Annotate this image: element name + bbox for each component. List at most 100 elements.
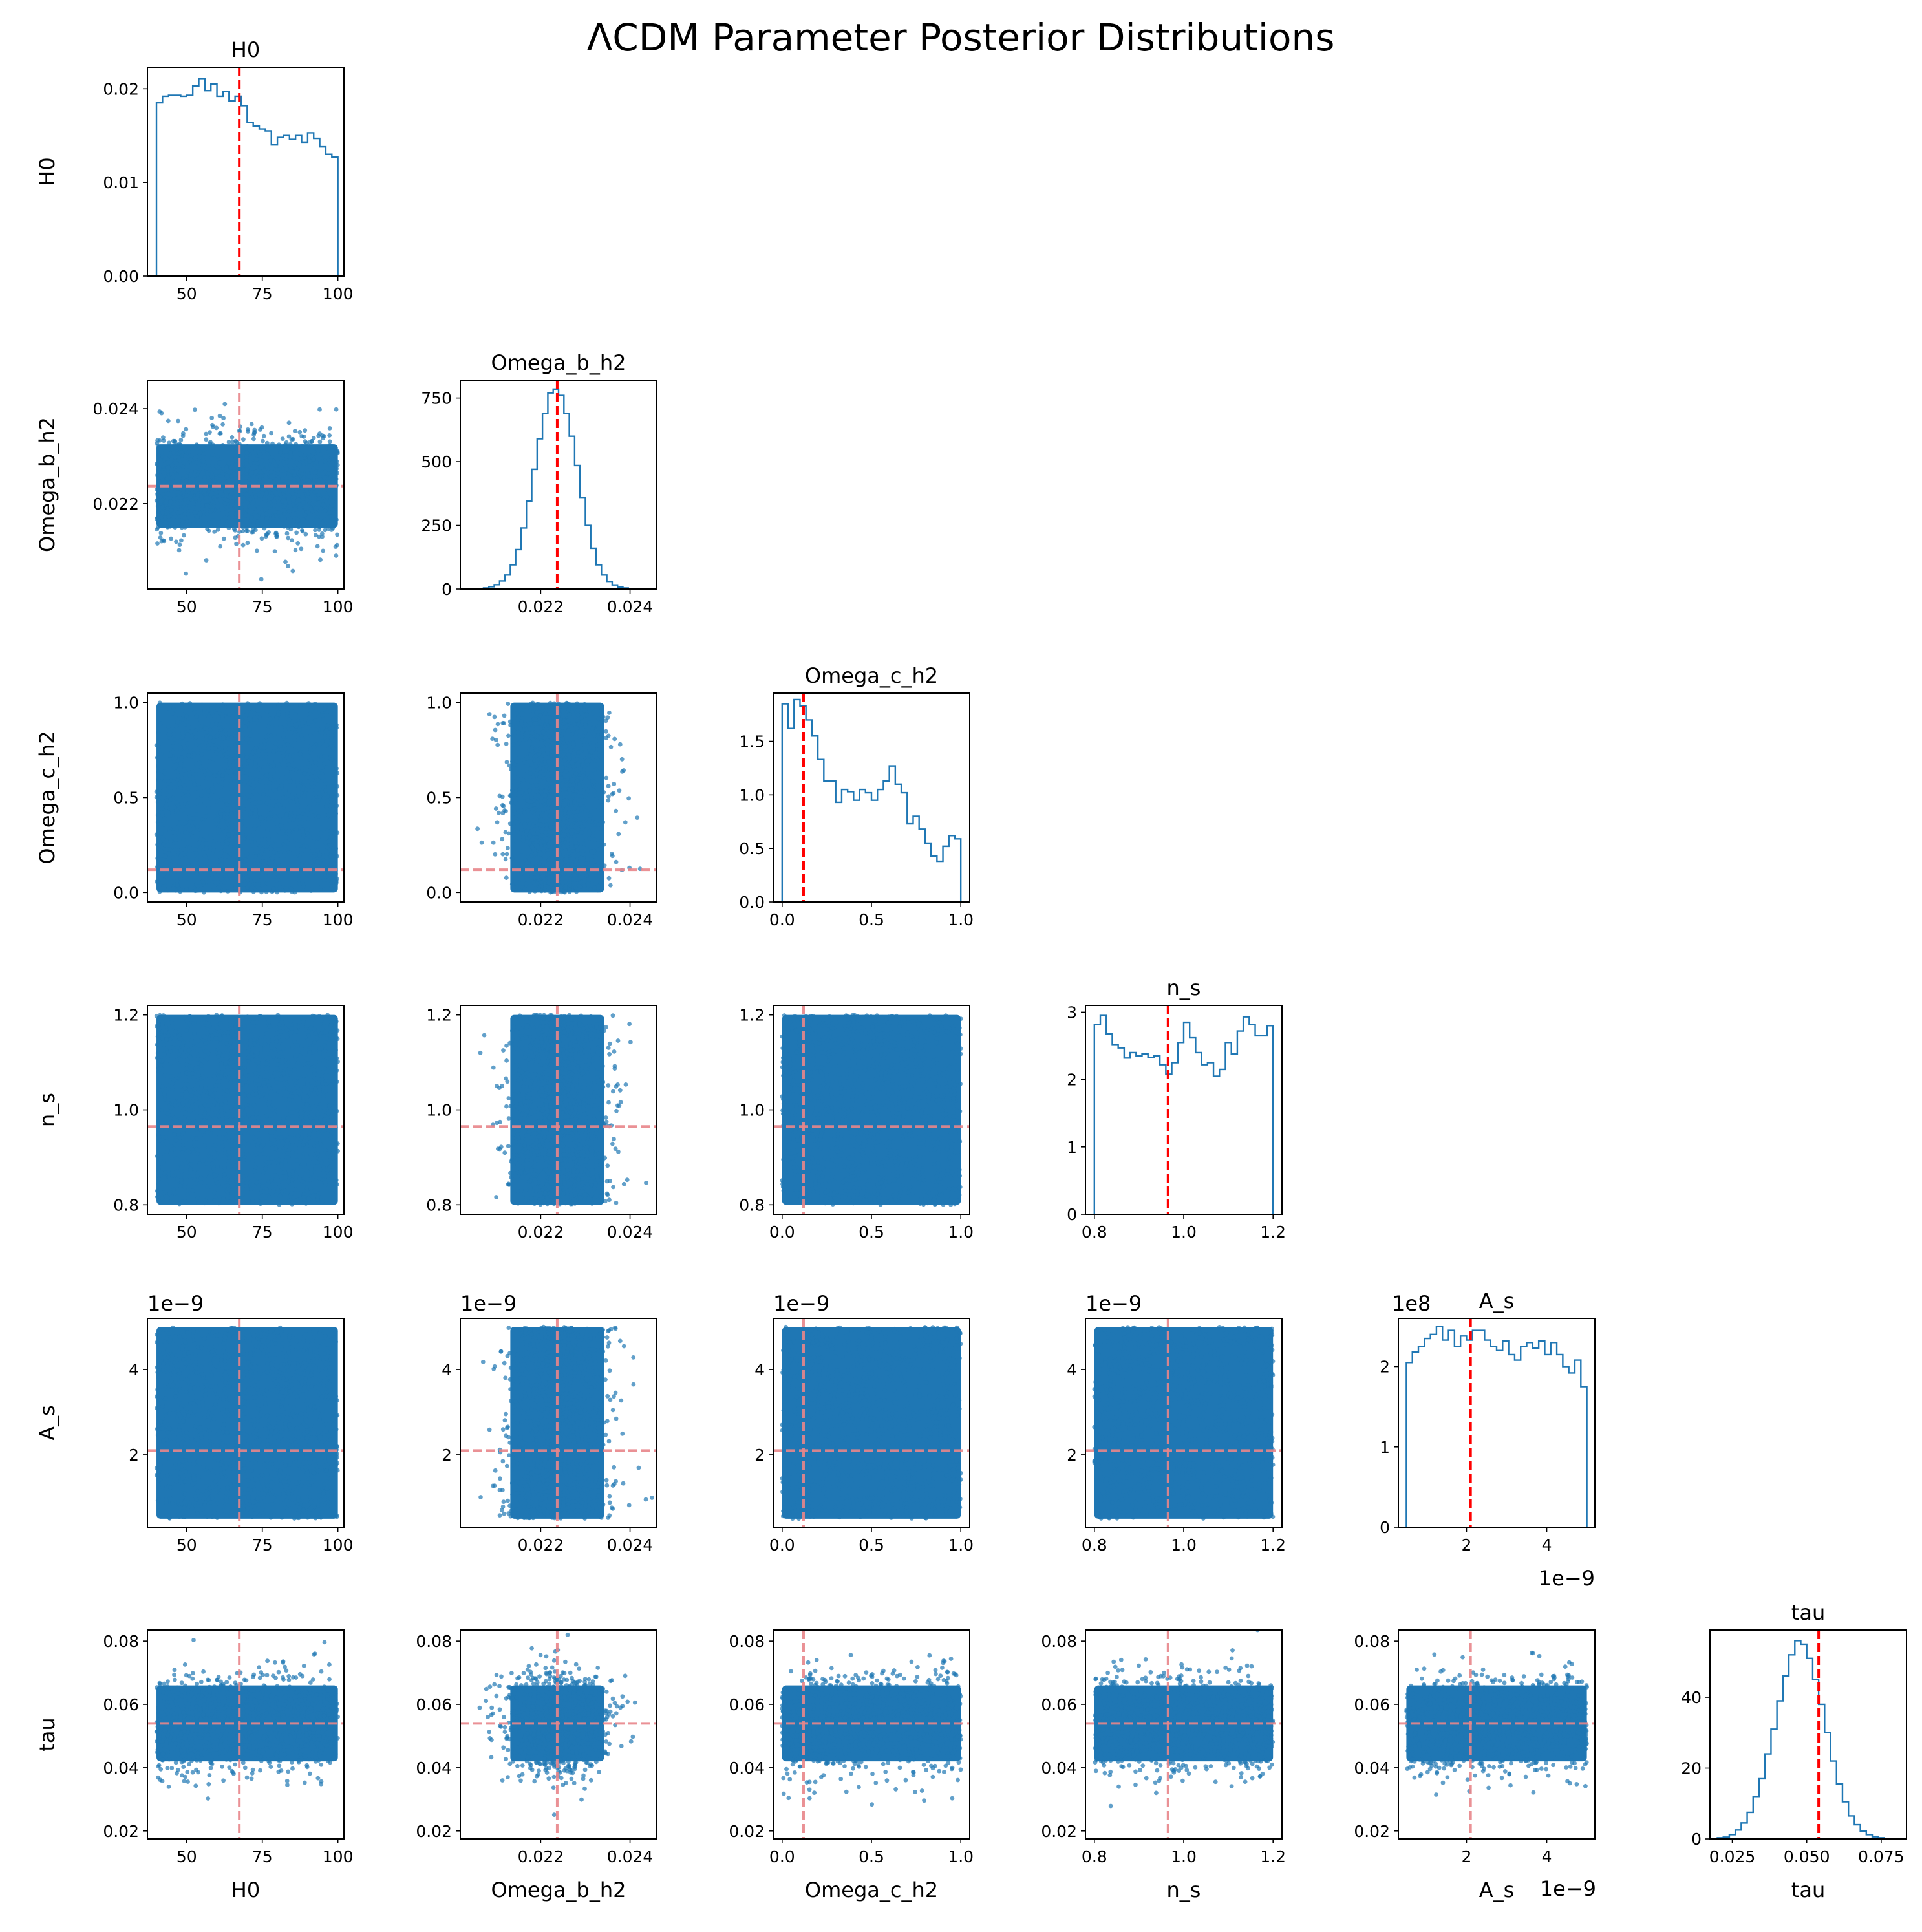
scatter-point	[270, 841, 275, 845]
panel-title-omega-c-h2: Omega_c_h2	[805, 663, 938, 688]
scatter-point	[249, 737, 254, 742]
scatter-point	[529, 795, 534, 800]
scatter-point	[324, 816, 329, 821]
scatter-point	[250, 1139, 255, 1144]
scatter-point	[294, 1175, 299, 1179]
scatter-point	[297, 493, 302, 498]
scatter-point	[244, 475, 249, 480]
scatter-point	[319, 731, 325, 735]
scatter-point	[559, 859, 564, 864]
scatter-point	[550, 889, 555, 894]
scatter-point	[281, 1116, 286, 1121]
scatter-point	[289, 770, 294, 775]
scatter-point	[220, 1144, 225, 1149]
scatter-point	[323, 499, 328, 503]
scatter-point	[495, 742, 500, 747]
scatter-point	[184, 714, 189, 719]
scatter-point	[250, 840, 255, 844]
scatter-point	[325, 495, 330, 499]
scatter-point	[332, 495, 337, 500]
scatter-point	[155, 487, 160, 492]
scatter-point	[233, 755, 238, 760]
scatter-point	[273, 788, 278, 793]
scatter-point	[244, 1043, 249, 1048]
scatter-point	[184, 478, 189, 484]
scatter-point	[294, 530, 299, 535]
scatter-point	[513, 859, 517, 864]
scatter-point	[262, 1042, 268, 1046]
scatter-point	[317, 528, 322, 532]
scatter-point	[576, 862, 581, 866]
scatter-point	[581, 852, 586, 857]
scatter-point	[299, 1174, 304, 1178]
scatter-point	[546, 830, 551, 834]
scatter-point	[614, 859, 619, 864]
scatter-point	[237, 754, 242, 758]
scatter-point	[234, 541, 239, 546]
scatter-point	[270, 455, 275, 459]
scatter-point	[189, 788, 195, 793]
scatter-point	[522, 795, 527, 800]
scatter-point	[243, 513, 248, 518]
scatter-point	[228, 774, 232, 778]
scatter-point	[160, 1177, 165, 1182]
scatter-point	[320, 534, 325, 539]
scatter-point	[250, 1020, 255, 1025]
scatter-point	[262, 819, 267, 824]
scatter-point	[303, 428, 308, 433]
scatter-point	[272, 489, 277, 495]
scatter-point	[203, 726, 208, 731]
scatter-point	[315, 848, 320, 853]
scatter-point	[196, 1200, 200, 1205]
scatter-point	[245, 444, 250, 449]
scatter-point	[233, 493, 238, 498]
scatter-point	[310, 846, 315, 850]
scatter-point	[192, 510, 197, 515]
scatter-point	[582, 879, 587, 883]
scatter-point	[219, 785, 224, 790]
scatter-point	[262, 446, 267, 451]
scatter-point	[506, 831, 511, 836]
scatter-point	[549, 767, 554, 772]
scatter-point	[604, 729, 608, 734]
scatter-point	[172, 871, 177, 876]
scatter-point	[334, 517, 339, 522]
scatter-point	[590, 726, 595, 731]
scatter-point	[167, 1049, 173, 1054]
scatter-point	[569, 724, 574, 729]
scatter-point	[266, 816, 272, 821]
scatter-point	[324, 864, 329, 869]
scatter-point	[176, 548, 182, 553]
scatter-point	[251, 789, 255, 794]
scatter-point	[515, 717, 520, 722]
scatter-point	[179, 525, 184, 530]
scatter-point	[177, 514, 182, 519]
scatter-point	[329, 830, 334, 835]
scatter-point	[217, 885, 222, 890]
scatter-point	[292, 1039, 297, 1044]
scatter-point	[276, 702, 281, 707]
scatter-point	[335, 532, 339, 537]
scatter-point	[493, 852, 498, 857]
scatter-point	[322, 475, 327, 480]
scatter-point	[529, 705, 534, 710]
scatter-point	[271, 1054, 276, 1059]
scatter-point	[283, 1170, 288, 1175]
scatter-point	[240, 529, 246, 533]
scatter-point	[245, 709, 250, 714]
scatter-point	[575, 713, 581, 718]
scatter-point	[549, 736, 554, 742]
scatter-point	[528, 766, 533, 771]
scatter-point	[328, 505, 333, 510]
histogram-step-line	[781, 698, 962, 902]
scatter-point	[317, 717, 322, 722]
scatter-point	[187, 522, 192, 527]
scatter-point	[195, 750, 200, 755]
scatter-point	[204, 437, 209, 442]
scatter-point	[268, 1117, 272, 1122]
scatter-point	[156, 847, 161, 852]
scatter-point	[204, 846, 209, 852]
scatter-point	[312, 457, 316, 462]
scatter-point	[306, 784, 312, 789]
scatter-point	[198, 886, 204, 891]
